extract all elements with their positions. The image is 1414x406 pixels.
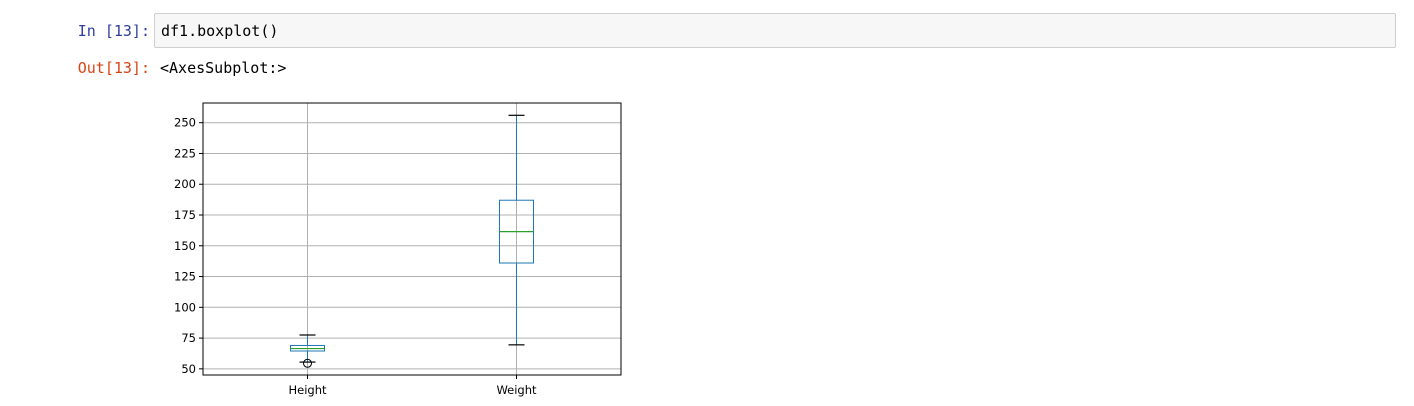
y-tick-label: 200 [174,177,196,191]
outlier-point [303,358,312,368]
grid-lines [203,103,621,375]
x-tick-label: Weight [496,383,537,397]
x-tick-label: Height [288,383,327,397]
output-prompt: Out[13]: [77,59,150,77]
y-tick-label: 150 [174,239,196,253]
box-elements [290,114,534,368]
y-tick-label: 100 [174,300,196,314]
y-tick-label: 50 [181,362,196,376]
y-tick-label: 175 [174,208,196,222]
y-tick-label: 125 [174,270,196,284]
y-tick-label: 250 [174,116,196,130]
y-tick-label: 225 [174,146,196,160]
input-prompt: In [13]: [77,22,150,40]
plot-frame [202,102,622,376]
y-tick-label: 75 [181,331,196,345]
code-text[interactable]: df1.boxplot() [161,22,279,40]
code-input-area[interactable]: df1.boxplot() [154,13,1396,48]
output-text: <AxesSubplot:> [160,59,287,77]
axes: 50 75 100 125 150 175 200 225 250 Height Weight [174,116,537,397]
